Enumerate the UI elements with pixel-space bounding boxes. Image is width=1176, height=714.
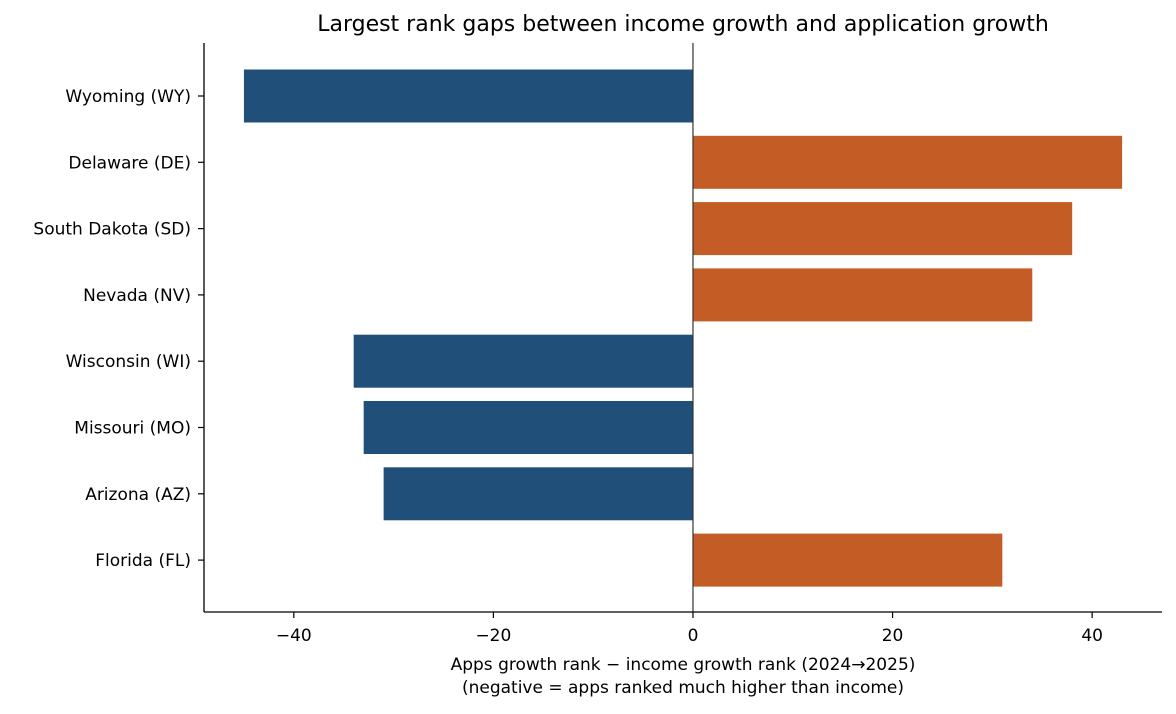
bar-6 [383,467,693,521]
y-tick-label: South Dakota (SD) [33,220,191,240]
y-ticks: Wyoming (WY) Delaware (DE) South Dakota (S… [33,87,204,571]
x-tick-label: −40 [276,626,312,646]
y-tick-label: Missouri (MO) [74,419,191,439]
bar-7 [692,533,1003,587]
y-tick-label: Florida (FL) [95,551,191,571]
x-axis-title-line2: (negative = apps ranked much higher than… [462,678,904,698]
bar-4 [353,334,693,388]
bar-5 [363,401,693,454]
x-tick-label: 0 [688,626,699,646]
y-tick-label: Nevada (NV) [83,286,191,306]
bars [243,69,1123,587]
x-ticks: −40 −20 0 20 40 [276,612,1103,646]
bar-2 [692,202,1073,256]
y-tick-label: Wyoming (WY) [65,87,191,107]
bar-0 [243,69,693,123]
y-tick-label: Wisconsin (WI) [66,352,191,372]
y-tick-label: Delaware (DE) [68,153,191,173]
x-tick-label: −20 [475,626,511,646]
bar-1 [692,135,1123,189]
chart-title: Largest rank gaps between income growth … [317,12,1049,37]
x-tick-label: 40 [1081,626,1103,646]
y-tick-label: Arizona (AZ) [85,485,191,505]
x-axis-title: Apps growth rank − income growth rank (2… [451,655,916,675]
bar-3 [692,268,1033,322]
x-tick-label: 20 [882,626,904,646]
